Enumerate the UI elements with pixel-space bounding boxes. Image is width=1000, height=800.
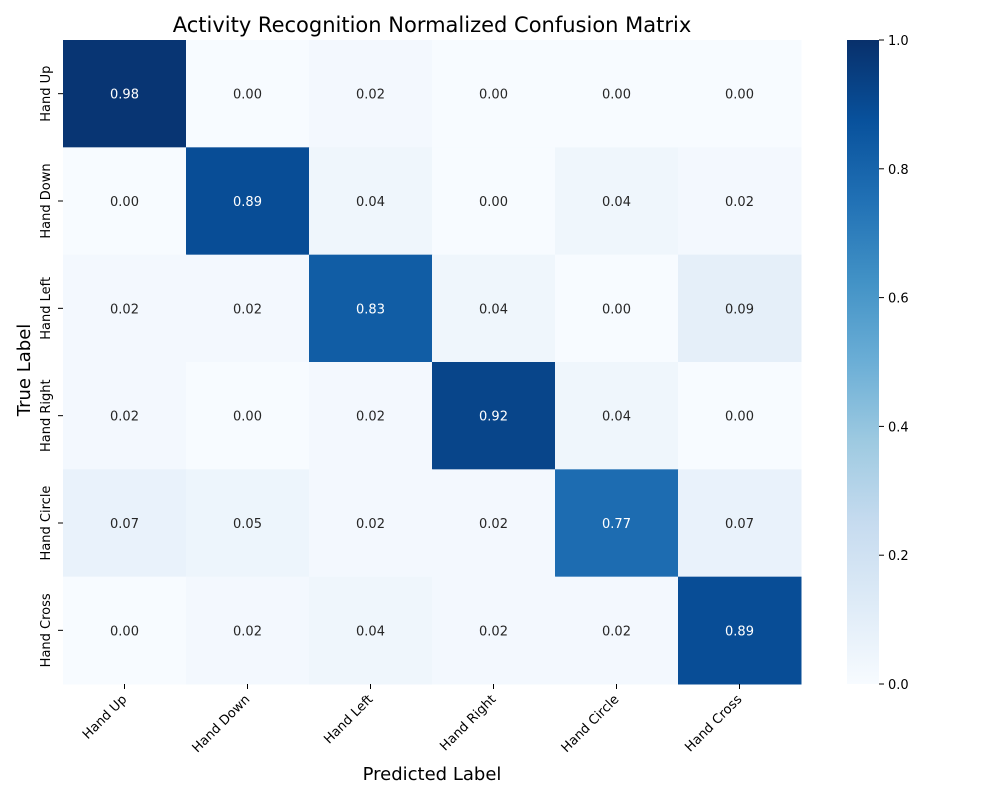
cell-value-label: 0.77 — [602, 517, 631, 532]
colorbar: 0.0 0.2 0.4 0.6 0.8 1.0 — [847, 34, 909, 693]
y-tick-label: Hand Cross — [39, 593, 54, 667]
x-tick-label: Hand Down — [190, 692, 254, 756]
cell-value-label: 0.00 — [479, 88, 508, 103]
colorbar-tick-label: 0.4 — [888, 420, 909, 435]
x-axis-label: Predicted Label — [363, 764, 502, 785]
heatmap-cell — [555, 40, 679, 148]
heatmap-cell — [678, 40, 802, 148]
cell-value-label: 0.00 — [602, 88, 631, 103]
heatmap-cell — [63, 576, 187, 685]
heatmap-cell — [432, 362, 556, 470]
x-tick-label: Hand Up — [80, 692, 130, 742]
heatmap-cell — [678, 254, 802, 363]
y-tick-label: Hand Down — [39, 163, 54, 238]
cell-value-label: 0.98 — [110, 88, 139, 103]
y-tick-label: Hand Right — [39, 379, 54, 452]
heatmap-cell — [555, 362, 679, 470]
cell-value-label: 0.00 — [233, 88, 262, 103]
colorbar-tick-label: 0.6 — [888, 292, 909, 307]
cell-value-label: 0.00 — [233, 410, 262, 425]
cell-value-label: 0.02 — [356, 517, 385, 532]
cell-value-label: 0.04 — [356, 195, 385, 210]
cell-value-label: 0.89 — [725, 624, 754, 639]
heatmap-cell — [186, 40, 310, 148]
cell-value-label: 0.02 — [110, 410, 139, 425]
heatmap-cell — [186, 469, 310, 578]
heatmap-cell — [678, 147, 802, 256]
cell-value-label: 0.04 — [602, 410, 631, 425]
cell-value-label: 0.04 — [356, 624, 385, 639]
heatmap-cell — [186, 362, 310, 470]
colorbar-tick-label: 0.0 — [888, 678, 909, 693]
y-axis-label: True Label — [14, 324, 35, 418]
heatmap-cell — [186, 576, 310, 685]
colorbar-tick-label: 0.2 — [888, 549, 909, 564]
heatmap-cell — [309, 469, 433, 578]
heatmap-cell — [309, 40, 433, 148]
colorbar-tick-label: 0.8 — [888, 163, 909, 178]
x-axis: Hand Up Hand Down Hand Left Hand Right Hand … — [80, 684, 745, 756]
heatmap-cell — [432, 469, 556, 578]
heatmap-cell — [432, 254, 556, 363]
y-tick-label: Hand Left — [39, 277, 54, 340]
heatmap-cell — [309, 254, 433, 363]
heatmap-cell — [555, 576, 679, 685]
cell-value-label: 0.02 — [725, 195, 754, 210]
heatmap-cell — [63, 469, 187, 578]
cell-value-label: 0.83 — [356, 302, 385, 317]
cell-value-label: 0.00 — [725, 88, 754, 103]
heatmap-cell — [678, 576, 802, 685]
heatmap-cell — [678, 469, 802, 578]
cell-value-label: 0.02 — [356, 410, 385, 425]
x-tick-label: Hand Left — [321, 692, 376, 747]
heatmap-cell — [63, 254, 187, 363]
cell-value-label: 0.89 — [233, 195, 262, 210]
cell-value-label: 0.05 — [233, 517, 262, 532]
heatmap-cell — [63, 362, 187, 470]
colorbar-gradient — [847, 40, 879, 684]
cell-value-label: 0.04 — [602, 195, 631, 210]
cell-value-label: 0.02 — [479, 517, 508, 532]
cell-value-label: 0.07 — [725, 517, 754, 532]
x-tick-label: Hand Right — [437, 692, 499, 754]
cell-value-label: 0.00 — [479, 195, 508, 210]
cell-value-label: 0.00 — [602, 302, 631, 317]
heatmap-cell — [432, 40, 556, 148]
y-axis: Hand Up Hand Down Hand Left Hand Right Hand … — [39, 66, 63, 667]
heatmap-cell — [432, 147, 556, 256]
heatmap-cell — [432, 576, 556, 685]
cell-value-label: 0.00 — [110, 195, 139, 210]
cell-value-label: 0.02 — [233, 624, 262, 639]
cell-value-label: 0.00 — [110, 624, 139, 639]
cell-value-label: 0.07 — [110, 517, 139, 532]
heatmap-cell — [186, 254, 310, 363]
cell-value-label: 0.02 — [356, 88, 385, 103]
y-tick-label: Hand Circle — [39, 486, 54, 561]
heatmap-cell — [186, 147, 310, 256]
cell-value-label: 0.04 — [479, 302, 508, 317]
cell-value-label: 0.02 — [110, 302, 139, 317]
x-tick-label: Hand Cross — [682, 692, 745, 755]
cell-value-label: 0.02 — [602, 624, 631, 639]
heatmap-cell — [309, 362, 433, 470]
cell-value-label: 0.09 — [725, 302, 754, 317]
heatmap-cell — [309, 576, 433, 685]
cell-value-label: 0.02 — [479, 624, 508, 639]
y-tick-label: Hand Up — [39, 66, 54, 122]
chart-title: Activity Recognition Normalized Confusio… — [173, 13, 692, 37]
cell-value-label: 0.92 — [479, 410, 508, 425]
x-tick-label: Hand Circle — [559, 692, 623, 756]
cell-value-label: 0.02 — [233, 302, 262, 317]
cell-value-label: 0.00 — [725, 410, 754, 425]
colorbar-tick-label: 1.0 — [888, 34, 909, 49]
heatmap-cell — [309, 147, 433, 256]
heatmap-cell — [555, 254, 679, 363]
heatmap-cell — [555, 147, 679, 256]
heatmap-cell — [63, 40, 187, 148]
heatmap-cells: 0.98 0.00 0.02 0.00 0.00 0.00 0.00 0.89 0.04 0.00… — [63, 40, 802, 685]
heatmap-cell — [555, 469, 679, 578]
heatmap-cell — [678, 362, 802, 470]
heatmap-cell — [63, 147, 187, 256]
